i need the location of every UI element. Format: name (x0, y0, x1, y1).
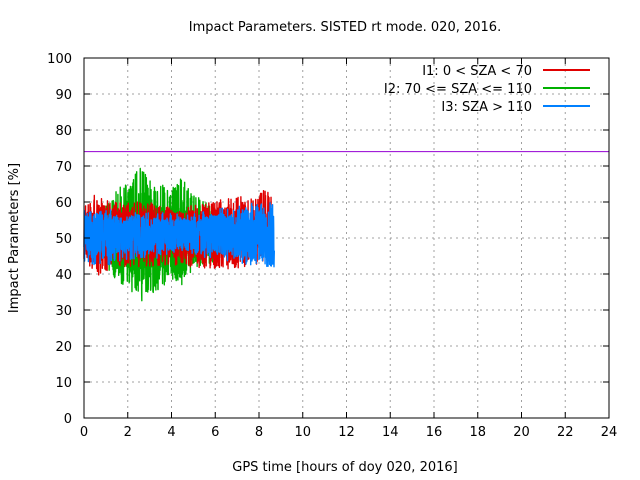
legend-label-3: I3: SZA > 110 (441, 100, 532, 115)
series-group (83, 167, 276, 302)
legend-label-2: I2: 70 <= SZA <= 110 (384, 82, 532, 97)
y-tick-label: 90 (55, 88, 72, 103)
x-tick-label: 4 (167, 425, 175, 440)
y-tick-label: 20 (55, 340, 72, 355)
legend: I1: 0 < SZA < 70 I2: 70 <= SZA <= 110 I3: … (384, 64, 590, 115)
x-tick-label: 0 (80, 425, 88, 440)
y-tick-label: 40 (55, 268, 72, 283)
grid-lines (84, 58, 609, 418)
y-tick-label: 100 (47, 52, 72, 67)
x-tick-label: 14 (382, 425, 399, 440)
x-axis-label: GPS time [hours of doy 020, 2016] (232, 460, 457, 475)
y-tick-label: 80 (55, 124, 72, 139)
x-tick-label: 8 (255, 425, 263, 440)
x-tick-label: 22 (557, 425, 574, 440)
x-tick-label: 16 (426, 425, 443, 440)
x-tick-label: 24 (601, 425, 618, 440)
legend-label-1: I1: 0 < SZA < 70 (422, 64, 532, 79)
x-tick-labels: 0 2 4 6 8 10 12 14 16 18 20 22 24 (80, 425, 617, 440)
y-tick-label: 70 (55, 160, 72, 175)
x-tick-label: 18 (469, 425, 486, 440)
x-tick-label: 6 (211, 425, 219, 440)
y-tick-labels: 0 10 20 30 40 50 60 70 80 90 100 (47, 52, 72, 427)
y-tick-label: 30 (55, 304, 72, 319)
y-tick-label: 0 (64, 412, 72, 427)
y-tick-label: 10 (55, 376, 72, 391)
x-tick-label: 20 (513, 425, 530, 440)
x-tick-label: 12 (338, 425, 355, 440)
x-tick-label: 10 (294, 425, 311, 440)
y-axis-label: Impact Parameters [%] (7, 163, 22, 313)
chart-title: Impact Parameters. SISTED rt mode. 020, … (189, 20, 501, 35)
series-line-3 (83, 202, 276, 268)
x-tick-label: 2 (124, 425, 132, 440)
y-tick-label: 60 (55, 196, 72, 211)
axis-ticks (83, 57, 610, 419)
y-tick-label: 50 (55, 232, 72, 247)
